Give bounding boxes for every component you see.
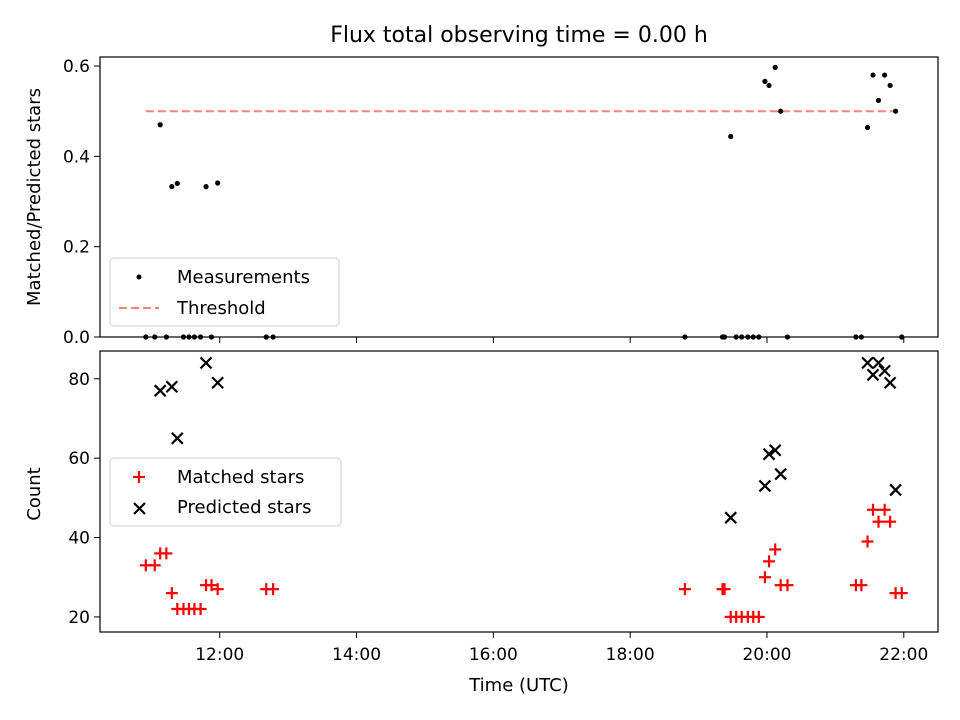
matched-stars-legend-marker bbox=[133, 471, 145, 483]
measurement-point bbox=[766, 82, 772, 89]
matched-stars-legend-label: Matched stars bbox=[177, 467, 304, 488]
matched-star-point bbox=[895, 587, 908, 600]
bottom-y-tick-label: 80 bbox=[68, 370, 90, 390]
top-axis-ticks: 0.0 0.2 0.4 0.6 bbox=[63, 57, 905, 348]
matched-star-point bbox=[867, 503, 880, 516]
threshold-legend-label: Threshold bbox=[176, 298, 266, 319]
top-y-tick-label: 0.2 bbox=[63, 238, 90, 258]
bottom-panel: 20 40 60 80 12:00 14:00 16:00 18:00 20:00 22:00 C… bbox=[24, 350, 939, 696]
matched-star-point bbox=[148, 559, 161, 572]
measurement-point bbox=[892, 108, 899, 114]
matched-star-point bbox=[758, 571, 771, 584]
matched-star-point bbox=[718, 583, 731, 596]
bottom-legend-box bbox=[109, 457, 342, 527]
measurement-point bbox=[174, 180, 180, 187]
measurement-point bbox=[157, 122, 163, 128]
bottom-y-axis-label: Count bbox=[24, 467, 45, 520]
bottom-x-tick-label: 14:00 bbox=[332, 645, 381, 665]
predicted-star-point bbox=[866, 368, 880, 382]
predicted-stars-legend-marker bbox=[133, 502, 146, 515]
matched-star-point bbox=[763, 555, 776, 568]
matched-star-points bbox=[139, 503, 908, 623]
top-y-tick-label: 0.4 bbox=[63, 147, 90, 167]
measurement-point bbox=[169, 184, 175, 190]
bottom-x-tick-label: 12:00 bbox=[195, 645, 244, 665]
predicted-star-point bbox=[872, 356, 885, 370]
bottom-legend: Matched stars Predicted stars bbox=[109, 457, 342, 527]
predicted-star-point bbox=[211, 376, 224, 390]
matched-star-point bbox=[769, 543, 782, 556]
matched-star-point bbox=[678, 583, 691, 596]
measurements-legend-label: Measurements bbox=[177, 267, 310, 288]
predicted-star-point bbox=[171, 432, 184, 445]
measurement-point bbox=[772, 64, 778, 70]
matched-star-point bbox=[872, 515, 885, 528]
bottom-y-tick-label: 60 bbox=[68, 449, 90, 469]
measurement-point bbox=[728, 133, 734, 140]
top-y-tick-label: 0.6 bbox=[63, 57, 90, 77]
top-legend-box bbox=[109, 257, 340, 327]
predicted-star-point bbox=[762, 447, 776, 461]
measurement-point bbox=[215, 180, 221, 186]
matched-star-point bbox=[884, 515, 897, 528]
matched-star-point bbox=[211, 583, 224, 596]
predicted-star-point bbox=[883, 376, 897, 390]
top-plot-frame bbox=[99, 56, 939, 338]
matched-star-point bbox=[855, 579, 868, 592]
predicted-star-point bbox=[889, 483, 902, 497]
predicted-star-point bbox=[724, 511, 738, 524]
measurement-point bbox=[203, 184, 209, 190]
matched-star-point bbox=[861, 535, 874, 548]
bottom-plot-frame bbox=[99, 350, 939, 633]
measurement-point bbox=[875, 97, 882, 103]
matched-star-point bbox=[194, 602, 207, 615]
matched-star-point bbox=[205, 579, 218, 592]
predicted-star-point bbox=[199, 356, 213, 370]
matched-star-point bbox=[267, 583, 280, 596]
matched-star-point bbox=[781, 579, 794, 592]
predicted-stars-legend-label: Predicted stars bbox=[177, 497, 311, 518]
top-y-axis-label: Matched/Predicted stars bbox=[24, 88, 45, 306]
chart-title: Flux total observing time = 0.00 h bbox=[330, 23, 708, 48]
predicted-star-point bbox=[153, 384, 167, 397]
measurement-point bbox=[887, 82, 893, 89]
measurement-point bbox=[882, 72, 888, 78]
predicted-star-points bbox=[153, 356, 902, 524]
measurement-point bbox=[778, 108, 784, 114]
matched-star-point bbox=[878, 503, 891, 516]
bottom-y-tick-label: 20 bbox=[68, 608, 90, 628]
measurement-point bbox=[864, 124, 871, 131]
bottom-x-tick-label: 18:00 bbox=[606, 645, 655, 665]
top-legend: Measurements Threshold bbox=[109, 257, 340, 327]
bottom-x-tick-label: 16:00 bbox=[469, 645, 518, 665]
predicted-star-point bbox=[758, 479, 772, 493]
predicted-star-point bbox=[774, 467, 787, 481]
measurement-point bbox=[762, 78, 768, 84]
top-panel: 0.0 0.2 0.4 0.6 Matched/Predicted stars Mea… bbox=[24, 56, 939, 348]
predicted-star-point bbox=[165, 380, 179, 393]
bottom-x-tick-label: 20:00 bbox=[742, 645, 791, 665]
measurement-point bbox=[870, 72, 876, 78]
matched-star-point bbox=[165, 587, 178, 600]
bottom-y-tick-label: 40 bbox=[68, 529, 90, 549]
measurements-legend-marker bbox=[136, 274, 142, 280]
predicted-star-point bbox=[878, 364, 891, 378]
top-y-tick-label: 0.0 bbox=[63, 328, 90, 348]
matched-star-point bbox=[752, 610, 765, 623]
bottom-x-tick-label: 22:00 bbox=[879, 645, 928, 665]
matched-star-point bbox=[160, 547, 173, 560]
bottom-axis-ticks: 20 40 60 80 12:00 14:00 16:00 18:00 20:00 22:00 bbox=[68, 370, 928, 665]
predicted-star-point bbox=[768, 443, 782, 457]
x-axis-label: Time (UTC) bbox=[468, 675, 569, 696]
predicted-star-point bbox=[861, 356, 874, 370]
